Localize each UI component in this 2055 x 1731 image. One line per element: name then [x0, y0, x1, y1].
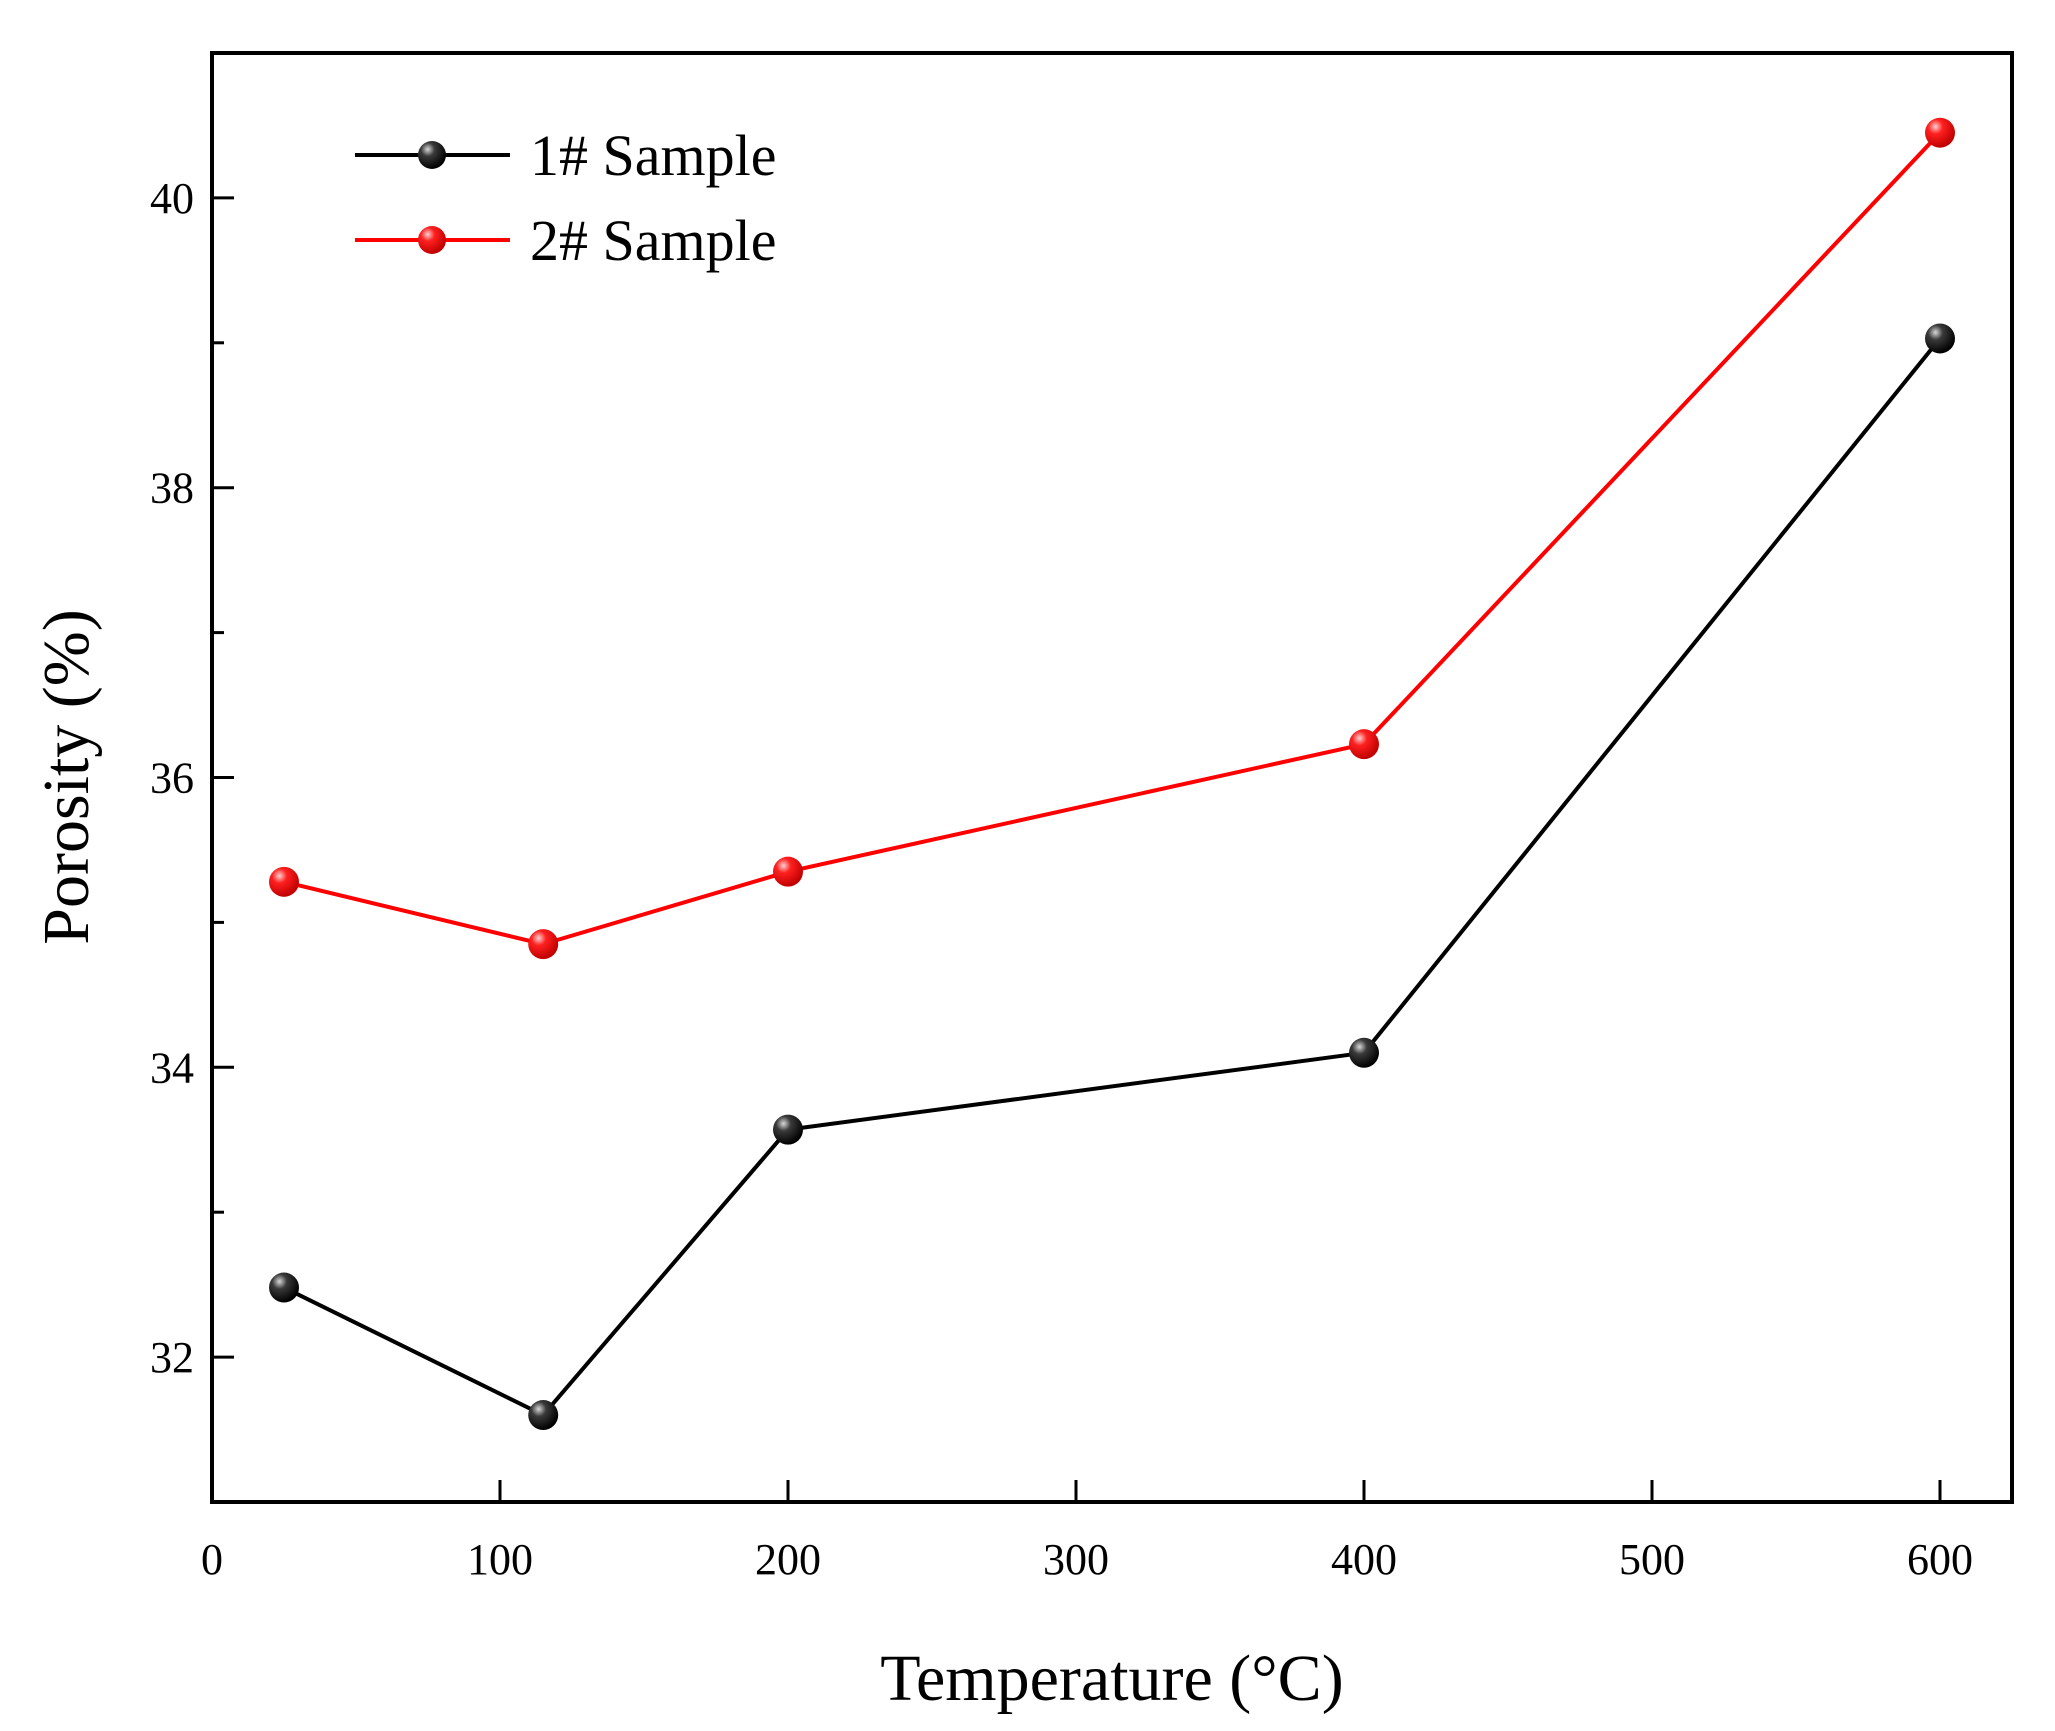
y-tick-label: 32 [150, 1333, 194, 1382]
y-tick-label: 40 [150, 174, 194, 223]
y-tick-label: 34 [150, 1043, 194, 1092]
legend-label-1: 1# Sample [530, 123, 776, 188]
series-layer [269, 117, 1955, 1431]
series-line-1 [283, 337, 1942, 1418]
series-2-point [1925, 117, 1955, 148]
legend-marker-2 [418, 226, 446, 254]
x-tick-label: 100 [467, 1535, 533, 1584]
x-tick-label: 300 [1043, 1535, 1109, 1584]
legend-marker-1 [418, 141, 446, 169]
x-tick-label: 200 [755, 1535, 821, 1584]
x-tick-label: 0 [201, 1535, 223, 1584]
plot-frame [210, 51, 2014, 1504]
series-1-point [528, 1400, 559, 1431]
legend-item-2: 2# Sample [355, 208, 776, 273]
legend: 1# Sample 2# Sample [355, 123, 776, 273]
series-2-point [773, 856, 803, 887]
series-2-point [269, 866, 299, 897]
series-1-point [1349, 1037, 1379, 1068]
series-2-point [528, 929, 559, 960]
series-1-point [1925, 323, 1955, 354]
series-2-point [1349, 729, 1379, 760]
series-1-point [773, 1114, 803, 1145]
x-tick-label: 500 [1619, 1535, 1685, 1584]
y-axis-ticks: 32 34 36 38 40 [150, 174, 234, 1382]
y-tick-label: 36 [150, 754, 194, 803]
x-tick-label: 600 [1907, 1535, 1973, 1584]
legend-label-2: 2# Sample [530, 208, 776, 273]
y-axis-title: Porosity (%) [30, 609, 103, 944]
series-1-point [269, 1272, 299, 1303]
y-tick-label: 38 [150, 464, 194, 513]
x-axis-title: Temperature (°C) [880, 1642, 1343, 1715]
legend-item-1: 1# Sample [355, 123, 776, 188]
x-axis-ticks: 0 100 200 300 400 500 600 [201, 1480, 1973, 1584]
x-tick-label: 400 [1331, 1535, 1397, 1584]
